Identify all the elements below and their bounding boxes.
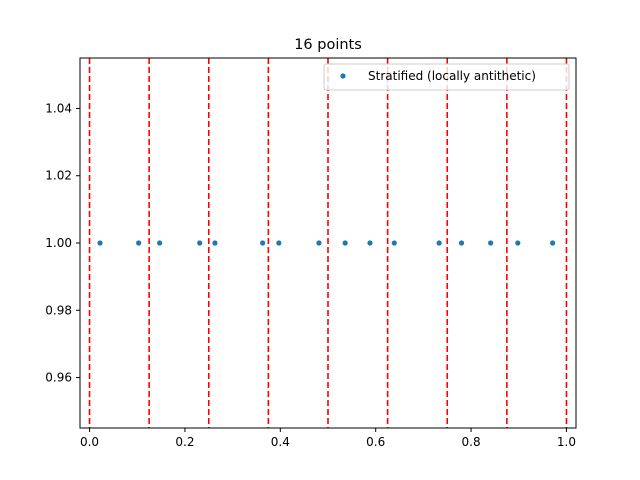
data-point-1 bbox=[136, 240, 142, 246]
data-point-6 bbox=[276, 240, 282, 246]
data-point-10 bbox=[391, 240, 397, 246]
x-axis: 0.0 0.2 0.4 0.6 0.8 1.0 bbox=[80, 428, 576, 449]
data-point-11 bbox=[436, 240, 442, 246]
data-point-14 bbox=[515, 240, 521, 246]
data-point-3 bbox=[197, 240, 203, 246]
y-tick-label-4: 1.04 bbox=[45, 101, 72, 115]
x-tick-label-1: 0.2 bbox=[175, 435, 194, 449]
x-tick-label-4: 0.8 bbox=[462, 435, 481, 449]
y-tick-label-0: 0.96 bbox=[45, 371, 72, 385]
data-point-13 bbox=[488, 240, 494, 246]
data-point-7 bbox=[316, 240, 322, 246]
data-points bbox=[97, 240, 556, 246]
legend: Stratified (locally antithetic) bbox=[323, 63, 570, 91]
data-point-15 bbox=[550, 240, 556, 246]
x-tick-label-5: 1.0 bbox=[557, 435, 576, 449]
data-point-2 bbox=[157, 240, 163, 246]
data-point-0 bbox=[97, 240, 103, 246]
data-point-12 bbox=[458, 240, 465, 246]
stratum-boundaries bbox=[88, 58, 568, 428]
y-tick-label-3: 1.02 bbox=[45, 169, 72, 183]
legend-marker bbox=[340, 73, 346, 79]
chart-title: 16 points bbox=[294, 37, 362, 53]
legend-box bbox=[323, 63, 570, 91]
legend-label: Stratified (locally antithetic) bbox=[368, 69, 536, 83]
x-tick-label-2: 0.4 bbox=[271, 435, 290, 449]
y-tick-label-2: 1.00 bbox=[45, 236, 72, 250]
x-tick-label-3: 0.6 bbox=[366, 435, 385, 449]
x-tick-label-0: 0.0 bbox=[80, 435, 99, 449]
data-point-9 bbox=[367, 240, 373, 246]
data-point-8 bbox=[342, 240, 348, 246]
y-tick-label-1: 0.98 bbox=[45, 303, 72, 317]
y-axis: 0.96 0.98 1.00 1.02 1.04 bbox=[45, 101, 80, 385]
data-point-4 bbox=[212, 240, 218, 246]
data-point-5 bbox=[260, 240, 266, 246]
